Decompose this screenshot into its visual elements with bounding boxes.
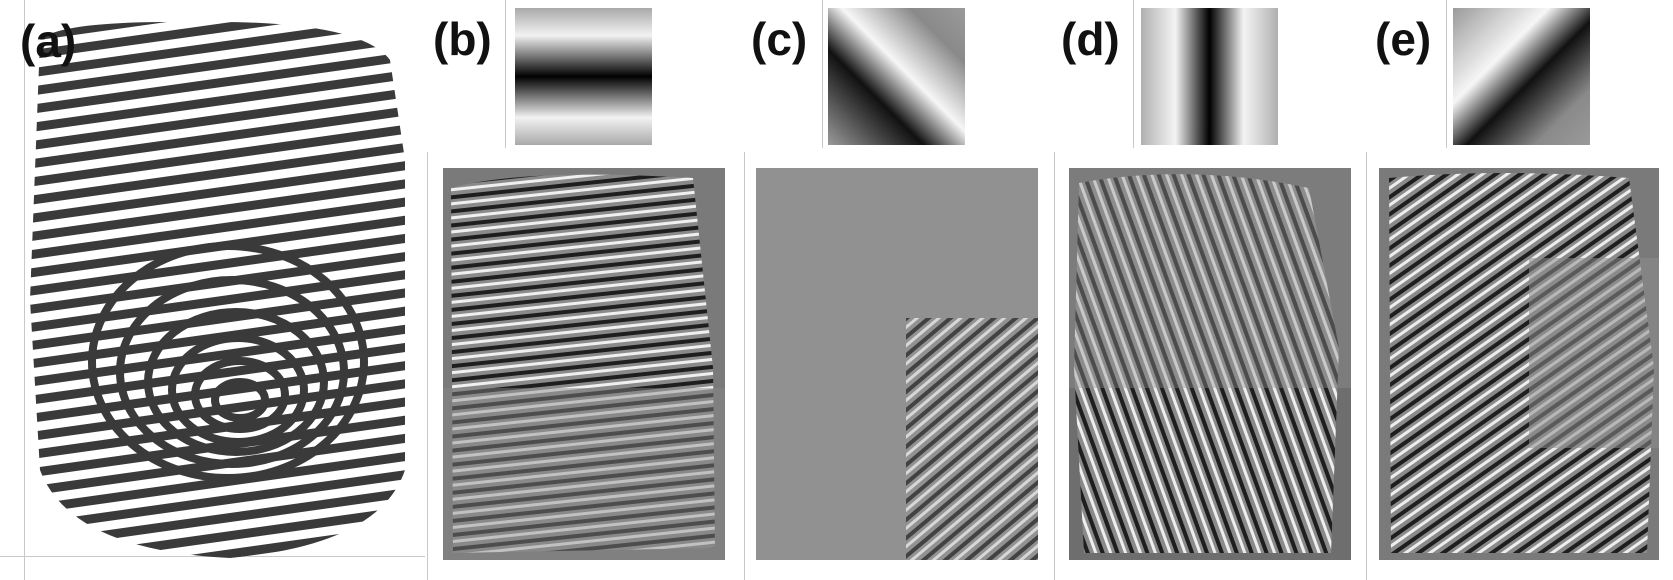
gabor-kernel-diagonal-45: [1453, 8, 1590, 145]
panel-label-d: (d): [1061, 13, 1120, 65]
panel-c: (c): [740, 0, 1050, 580]
filtered-image-c: [756, 168, 1038, 560]
panel-a: (a): [0, 0, 425, 580]
axis-line-left: [1446, 0, 1447, 148]
panel-e: (e): [1366, 0, 1673, 580]
panel-b: (b): [427, 0, 737, 580]
gabor-kernel-vertical: [1141, 8, 1278, 145]
gabor-kernel-diagonal-135: [828, 8, 965, 145]
filtered-image-b: [443, 168, 725, 560]
panel-label-e: (e): [1375, 13, 1432, 65]
axis-line-left: [24, 0, 25, 580]
axis-line-left: [1054, 152, 1055, 580]
panel-d: (d): [1053, 0, 1363, 580]
axis-line-left: [505, 0, 506, 148]
axis-line-left: [822, 0, 823, 148]
panel-label-a: (a): [20, 15, 77, 67]
axis-line-left: [1133, 0, 1134, 148]
fingerprint-binarized-image: [30, 21, 405, 559]
panel-label-b: (b): [433, 13, 492, 65]
gabor-kernel-horizontal: [515, 8, 652, 145]
axis-line-left: [1366, 152, 1367, 580]
filtered-image-d: [1069, 168, 1351, 560]
axis-line-left: [744, 152, 745, 580]
filtered-image-e: [1379, 168, 1659, 560]
axis-line-left: [427, 152, 428, 580]
panel-label-c: (c): [751, 13, 808, 65]
